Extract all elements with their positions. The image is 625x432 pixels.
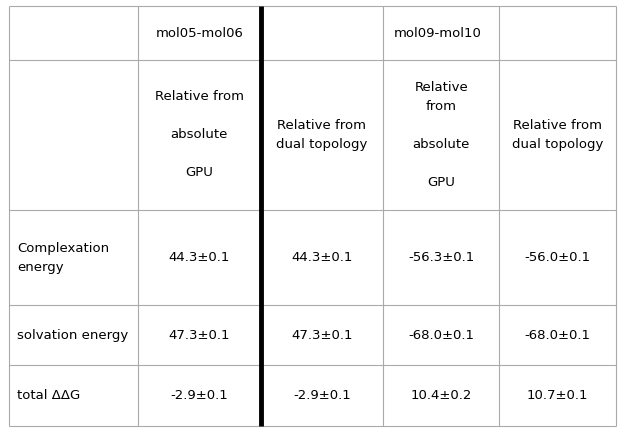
Text: Relative from
dual topology: Relative from dual topology <box>276 119 368 151</box>
Text: -68.0±0.1: -68.0±0.1 <box>408 329 474 342</box>
Text: solvation energy: solvation energy <box>17 329 128 342</box>
Text: mol05-mol06: mol05-mol06 <box>156 27 243 40</box>
Text: Relative from
dual topology: Relative from dual topology <box>512 119 603 151</box>
Text: 44.3±0.1: 44.3±0.1 <box>291 251 352 264</box>
Text: -2.9±0.1: -2.9±0.1 <box>293 389 351 402</box>
Text: 47.3±0.1: 47.3±0.1 <box>169 329 230 342</box>
Text: -2.9±0.1: -2.9±0.1 <box>171 389 228 402</box>
Text: 10.4±0.2: 10.4±0.2 <box>411 389 472 402</box>
Text: Complexation
energy: Complexation energy <box>17 241 109 274</box>
Text: 44.3±0.1: 44.3±0.1 <box>169 251 230 264</box>
Text: Relative from

absolute

GPU: Relative from absolute GPU <box>155 90 244 179</box>
Text: Relative
from

absolute

GPU: Relative from absolute GPU <box>412 81 470 189</box>
Text: total ΔΔG: total ΔΔG <box>17 389 80 402</box>
Text: -56.3±0.1: -56.3±0.1 <box>408 251 474 264</box>
Text: 10.7±0.1: 10.7±0.1 <box>527 389 588 402</box>
Text: 47.3±0.1: 47.3±0.1 <box>291 329 352 342</box>
Text: -56.0±0.1: -56.0±0.1 <box>524 251 591 264</box>
Text: mol09-mol10: mol09-mol10 <box>394 27 482 40</box>
Text: -68.0±0.1: -68.0±0.1 <box>524 329 591 342</box>
